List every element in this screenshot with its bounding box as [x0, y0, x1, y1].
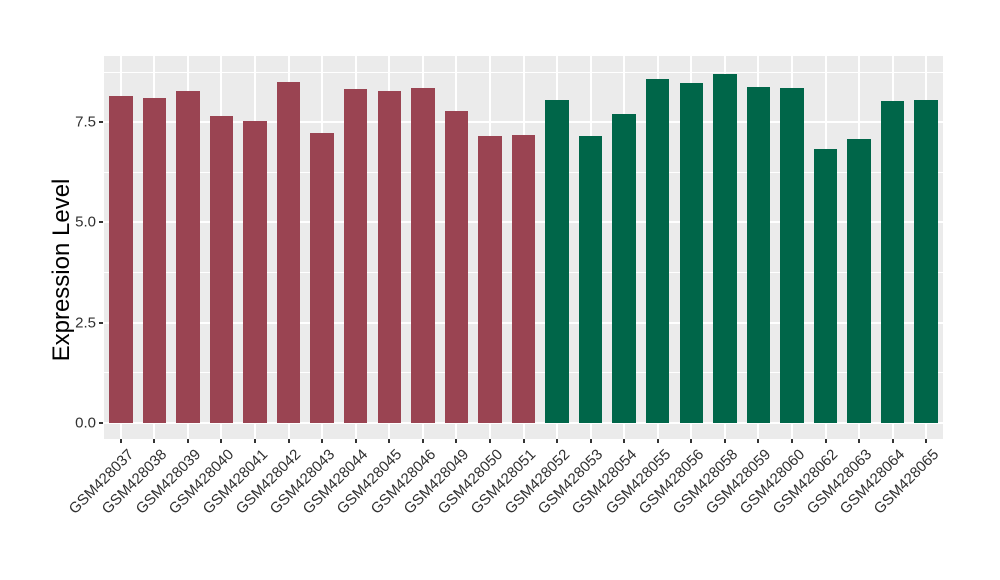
bar — [780, 88, 804, 423]
bar — [545, 100, 569, 423]
bar — [310, 133, 334, 423]
bar — [243, 121, 267, 423]
bar — [109, 96, 133, 423]
bar — [813, 149, 838, 423]
x-tick-mark — [388, 439, 391, 443]
y-tick-label: 5.0 — [75, 213, 96, 231]
bar — [209, 116, 234, 423]
x-tick-mark — [656, 439, 659, 443]
x-tick-mark — [757, 439, 760, 443]
bar — [645, 78, 670, 423]
bar — [411, 88, 435, 423]
x-tick-mark — [556, 439, 559, 443]
bar — [176, 90, 200, 423]
y-tick-mark — [99, 221, 103, 224]
y-tick-label: 0.0 — [75, 414, 96, 432]
x-tick-mark — [925, 439, 928, 443]
bar — [914, 100, 938, 423]
x-tick-mark — [589, 439, 592, 443]
x-tick-mark — [690, 439, 693, 443]
y-tick-label: 2.5 — [75, 314, 96, 332]
plot-panel — [104, 56, 943, 439]
x-tick-mark — [455, 439, 458, 443]
x-tick-mark — [858, 439, 861, 443]
bar — [276, 82, 301, 423]
bar — [880, 101, 905, 423]
bar — [578, 136, 603, 423]
x-tick-mark — [824, 439, 827, 443]
x-tick-mark — [321, 439, 324, 443]
y-axis-title: Expression Level — [48, 178, 75, 362]
x-tick-mark — [220, 439, 223, 443]
bar — [713, 74, 737, 423]
bar — [142, 98, 167, 423]
x-tick-mark — [421, 439, 424, 443]
x-tick-mark — [790, 439, 793, 443]
bar — [847, 139, 871, 423]
y-tick-mark — [99, 121, 103, 124]
x-tick-mark — [522, 439, 525, 443]
bar — [444, 110, 469, 423]
x-tick-mark — [287, 439, 290, 443]
x-tick-mark — [186, 439, 189, 443]
bar — [343, 89, 368, 423]
x-tick-mark — [119, 439, 122, 443]
y-tick-label: 7.5 — [75, 113, 96, 131]
bar — [679, 83, 704, 423]
bar — [478, 136, 502, 423]
x-tick-mark — [891, 439, 894, 443]
x-tick-mark — [153, 439, 156, 443]
x-tick-mark — [488, 439, 491, 443]
x-tick-mark — [623, 439, 626, 443]
x-tick-mark — [723, 439, 726, 443]
y-tick-mark — [99, 421, 103, 424]
x-tick-mark — [354, 439, 357, 443]
bar — [377, 91, 401, 423]
bar — [511, 135, 536, 423]
bar — [746, 87, 771, 423]
y-tick-mark — [99, 321, 103, 324]
x-tick-mark — [254, 439, 257, 443]
bar — [612, 114, 636, 423]
